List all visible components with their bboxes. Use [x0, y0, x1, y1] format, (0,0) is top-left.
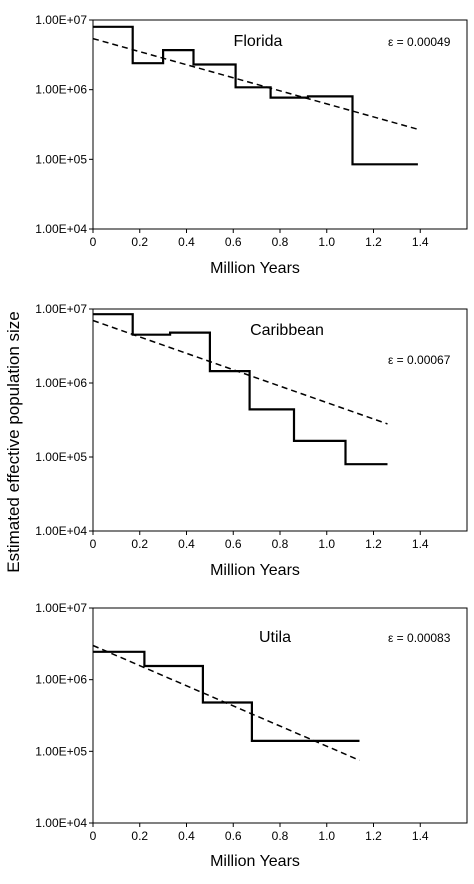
x-tick-label: 0.6	[225, 235, 242, 249]
panel-title: Utila	[259, 629, 291, 646]
x-tick-label: 0.4	[178, 235, 195, 249]
x-tick-label: 0	[90, 829, 97, 843]
x-tick-label: 1.2	[365, 235, 382, 249]
x-tick-label: 0	[90, 537, 97, 551]
y-tick-label: 1.00E+05	[35, 152, 87, 166]
x-tick-label: 0.8	[272, 829, 289, 843]
chart-panel-1: 1.00E+04 1.00E+05 1.00E+06 1.00E+07 0 0.2 0.4 0…	[35, 13, 468, 277]
step-series-line	[93, 650, 360, 743]
chart-panel-3: 1.00E+04 1.00E+05 1.00E+06 1.00E+07 0 0.2 0.4 0…	[35, 601, 468, 870]
x-axis-label: Million Years	[210, 562, 300, 579]
y-axis-label: Estimated effective population size	[4, 311, 23, 572]
x-tick-label: 0.4	[178, 537, 195, 551]
x-tick-label: 0.2	[131, 235, 148, 249]
y-tick-label: 1.00E+06	[35, 83, 87, 97]
y-tick-label: 1.00E+04	[35, 816, 87, 830]
y-tick-label: 1.00E+07	[35, 601, 87, 615]
panel-title: Florida	[234, 33, 283, 50]
y-tick-label: 1.00E+07	[35, 302, 87, 316]
plot-frame	[92, 19, 468, 230]
chart-panel-2: 1.00E+04 1.00E+05 1.00E+06 1.00E+07 0 0.2 0.4 0…	[35, 302, 468, 579]
epsilon-label: ε = 0.00067	[388, 353, 451, 367]
x-tick-label: 1.0	[318, 829, 335, 843]
x-tick-label: 1.4	[412, 235, 429, 249]
x-tick-label: 1.0	[318, 235, 335, 249]
y-tick-label: 1.00E+05	[35, 450, 87, 464]
x-tick-label: 0.2	[131, 829, 148, 843]
y-tick-label: 1.00E+04	[35, 222, 87, 236]
y-tick-label: 1.00E+06	[35, 376, 87, 390]
panel-title: Caribbean	[250, 322, 324, 339]
step-series-line	[93, 25, 418, 166]
plot-frame	[92, 308, 468, 532]
epsilon-label: ε = 0.00049	[388, 35, 451, 49]
x-tick-label: 0.6	[225, 829, 242, 843]
x-tick-label: 0.8	[272, 537, 289, 551]
x-tick-label: 1.0	[318, 537, 335, 551]
chart-panels: 1.00E+04 1.00E+05 1.00E+06 1.00E+07 0 0.2 0.4 0…	[35, 13, 468, 870]
y-tick-label: 1.00E+04	[35, 524, 87, 538]
x-tick-label: 1.2	[365, 537, 382, 551]
epsilon-label: ε = 0.00083	[388, 631, 451, 645]
trend-line-dashed	[92, 644, 360, 761]
x-tick-label: 1.2	[365, 829, 382, 843]
x-tick-label: 1.4	[412, 537, 429, 551]
y-tick-label: 1.00E+06	[35, 673, 87, 687]
trend-line-dashed	[92, 37, 419, 131]
y-tick-label: 1.00E+07	[35, 13, 87, 27]
step-series-line	[93, 313, 388, 466]
x-tick-label: 0.6	[225, 537, 242, 551]
x-tick-label: 0	[90, 235, 97, 249]
x-axis-label: Million Years	[210, 853, 300, 870]
y-tick-label: 1.00E+05	[35, 744, 87, 758]
x-tick-label: 1.4	[412, 829, 429, 843]
x-tick-label: 0.8	[272, 235, 289, 249]
trend-line-dashed	[92, 319, 388, 425]
x-tick-label: 0.2	[131, 537, 148, 551]
x-tick-label: 0.4	[178, 829, 195, 843]
x-axis-label: Million Years	[210, 260, 300, 277]
